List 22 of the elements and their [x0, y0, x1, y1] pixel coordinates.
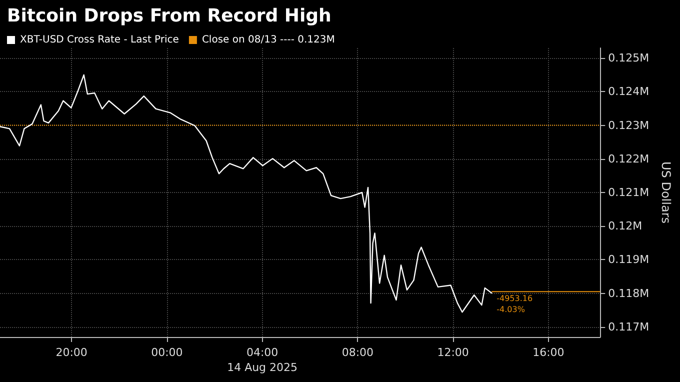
x-tick-label: 16:00: [532, 346, 564, 359]
y-tick-label: 0.12M: [608, 220, 642, 233]
x-tick-label: 08:00: [342, 346, 374, 359]
y-tick-label: 0.119M: [608, 253, 650, 266]
annotation: -4953.16: [496, 294, 533, 304]
y-tick-label: 0.117M: [608, 320, 650, 334]
x-tick-label: 12:00: [437, 346, 469, 359]
y-tick-label: 0.122M: [608, 152, 650, 166]
y-tick-label: 0.125M: [608, 52, 650, 65]
chart-title: Bitcoin Drops From Record High: [7, 6, 332, 26]
y-tick-label: 0.124M: [608, 85, 650, 98]
x-tick-label: 04:00 14 Aug 2025: [227, 346, 298, 374]
legend-label: XBT-USD Cross Rate - Last Price: [20, 34, 179, 46]
line-series: [0, 74, 492, 313]
x-tick-label: 00:00: [151, 346, 183, 359]
annotation: -4.03%: [496, 305, 526, 314]
x-tick-label: 20:00: [56, 346, 88, 359]
y-tick-label: 0.123M: [608, 118, 650, 132]
y-axis-title: US Dollars: [659, 161, 673, 224]
y-tick-label: 0.118M: [608, 286, 650, 300]
legend-label: Close on 08/13 ---- 0.123M: [202, 34, 335, 46]
y-tick-label: 0.121M: [608, 186, 650, 199]
